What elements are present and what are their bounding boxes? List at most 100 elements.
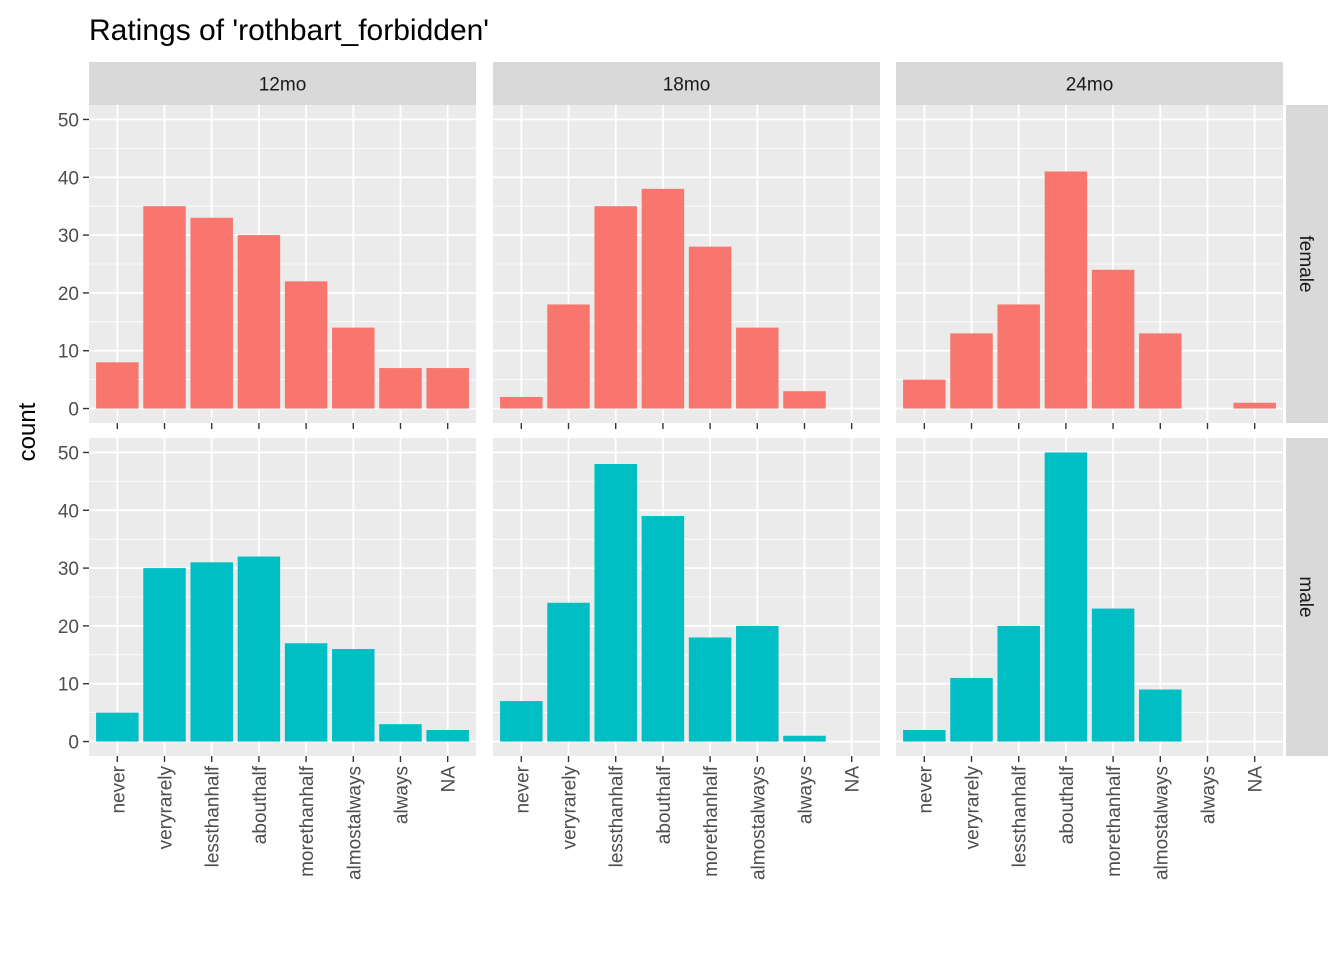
bar-morethanhalf bbox=[284, 643, 328, 742]
panels-layer: 0 10 20 30 40 50 12mo 18mo 24mo female 0 10 20 30 40 50… bbox=[58, 62, 1328, 880]
y-tick-label: 0 bbox=[68, 400, 79, 421]
bar-morethanhalf bbox=[688, 246, 732, 409]
x-tick-label-morethanhalf: morethanhalf bbox=[1104, 765, 1125, 877]
y-tick-label: 20 bbox=[58, 617, 79, 638]
bar-never bbox=[903, 379, 946, 409]
bar-almostalways bbox=[332, 649, 375, 742]
row-strip-label: female bbox=[1295, 235, 1316, 292]
x-tick-label-NA: NA bbox=[439, 766, 460, 793]
y-tick-label: 10 bbox=[58, 342, 79, 363]
bar-veryrarely bbox=[950, 677, 993, 742]
x-tick-label-never: never bbox=[108, 765, 129, 813]
bar-almostalways bbox=[332, 327, 375, 409]
y-tick-label: 50 bbox=[58, 110, 79, 131]
bar-never bbox=[96, 362, 139, 409]
x-tick-label-never: never bbox=[915, 765, 936, 813]
x-tick-label-NA: NA bbox=[843, 766, 864, 793]
x-tick-label-abouthalf: abouthalf bbox=[1057, 765, 1078, 844]
row-strip-male: male bbox=[1286, 438, 1328, 756]
x-tick-label-abouthalf: abouthalf bbox=[250, 765, 271, 844]
bar-morethanhalf bbox=[688, 637, 732, 742]
bar-almostalways bbox=[736, 625, 779, 742]
bar-lessthanhalf bbox=[997, 625, 1040, 742]
x-tick-label-always: always bbox=[391, 766, 412, 824]
bar-abouthalf bbox=[641, 188, 685, 409]
panel-female-12mo: 0 10 20 30 40 50 12mo bbox=[58, 62, 476, 429]
column-strip-label: 24mo bbox=[1066, 75, 1114, 96]
bar-never bbox=[903, 729, 946, 742]
bar-morethanhalf bbox=[1091, 269, 1135, 409]
x-tick-label-always: always bbox=[1198, 766, 1219, 824]
y-tick-label: 40 bbox=[58, 168, 79, 189]
column-strip-label: 12mo bbox=[259, 75, 307, 96]
bar-abouthalf bbox=[1044, 171, 1088, 409]
bar-abouthalf bbox=[641, 516, 685, 742]
bar-veryrarely bbox=[143, 206, 186, 409]
bar-abouthalf bbox=[1044, 452, 1088, 742]
bar-NA bbox=[426, 368, 469, 409]
bar-abouthalf bbox=[237, 235, 281, 409]
bar-lessthanhalf bbox=[594, 206, 637, 409]
x-tick-label-almostalways: almostalways bbox=[344, 766, 365, 880]
y-tick-label: 40 bbox=[58, 501, 79, 522]
x-tick-label-veryrarely: veryrarely bbox=[963, 766, 984, 850]
x-tick-label-always: always bbox=[795, 766, 816, 824]
bar-veryrarely bbox=[547, 602, 590, 742]
row-strip-female: female bbox=[1286, 105, 1328, 423]
row-strip bbox=[1286, 438, 1328, 756]
x-tick-label-morethanhalf: morethanhalf bbox=[701, 765, 722, 877]
bar-lessthanhalf bbox=[997, 304, 1040, 409]
y-tick-label: 0 bbox=[68, 733, 79, 754]
bar-almostalways bbox=[736, 327, 779, 409]
x-tick-label-lessthanhalf: lessthanhalf bbox=[203, 765, 224, 867]
y-tick-label: 30 bbox=[58, 559, 79, 580]
bar-always bbox=[379, 724, 422, 742]
column-strip bbox=[89, 62, 476, 105]
bar-almostalways bbox=[1139, 333, 1182, 409]
y-tick-label: 30 bbox=[58, 226, 79, 247]
bar-always bbox=[783, 391, 826, 409]
x-tick-label-veryrarely: veryrarely bbox=[156, 766, 177, 850]
panel-male-24mo: never veryrarely lessthanhalf abouthalf more… bbox=[896, 438, 1283, 880]
y-tick-label: 20 bbox=[58, 284, 79, 305]
y-tick-label: 50 bbox=[58, 443, 79, 464]
x-tick-label-lessthanhalf: lessthanhalf bbox=[607, 765, 628, 867]
x-tick-label-almostalways: almostalways bbox=[748, 766, 769, 880]
bar-NA bbox=[426, 729, 469, 742]
x-tick-label-abouthalf: abouthalf bbox=[654, 765, 675, 844]
bar-abouthalf bbox=[237, 556, 281, 742]
x-tick-label-morethanhalf: morethanhalf bbox=[297, 765, 318, 877]
bar-veryrarely bbox=[950, 333, 993, 409]
x-tick-label-NA: NA bbox=[1246, 766, 1267, 793]
x-tick-label-lessthanhalf: lessthanhalf bbox=[1010, 765, 1031, 867]
x-tick-label-veryrarely: veryrarely bbox=[560, 766, 581, 850]
bar-veryrarely bbox=[547, 304, 590, 409]
bar-morethanhalf bbox=[1091, 608, 1135, 742]
bar-veryrarely bbox=[143, 568, 186, 742]
panel-female-18mo: 18mo bbox=[493, 62, 880, 429]
column-strip bbox=[896, 62, 1283, 105]
bar-always bbox=[783, 735, 826, 742]
bar-NA bbox=[1233, 402, 1276, 409]
row-strip-label: male bbox=[1295, 576, 1316, 617]
y-tick-label: 10 bbox=[58, 675, 79, 696]
bar-lessthanhalf bbox=[190, 217, 233, 409]
bar-morethanhalf bbox=[284, 281, 328, 409]
bar-almostalways bbox=[1139, 689, 1182, 742]
bar-always bbox=[379, 368, 422, 409]
x-tick-label-almostalways: almostalways bbox=[1151, 766, 1172, 880]
x-tick-label-never: never bbox=[512, 765, 533, 813]
bar-never bbox=[96, 712, 139, 742]
panel-male-18mo: never veryrarely lessthanhalf abouthalf more… bbox=[493, 438, 880, 880]
chart-title: Ratings of 'rothbart_forbidden' bbox=[89, 14, 489, 47]
bar-lessthanhalf bbox=[594, 464, 637, 742]
bar-never bbox=[500, 701, 543, 742]
bar-lessthanhalf bbox=[190, 562, 233, 742]
panel-male-12mo: 0 10 20 30 40 50 never veryrarely lessthanhalf ab… bbox=[58, 438, 476, 880]
bar-never bbox=[500, 396, 543, 409]
y-axis-title: count bbox=[14, 402, 41, 461]
column-strip-label: 18mo bbox=[663, 75, 711, 96]
column-strip bbox=[493, 62, 880, 105]
panel-female-24mo: 24mo bbox=[896, 62, 1283, 429]
